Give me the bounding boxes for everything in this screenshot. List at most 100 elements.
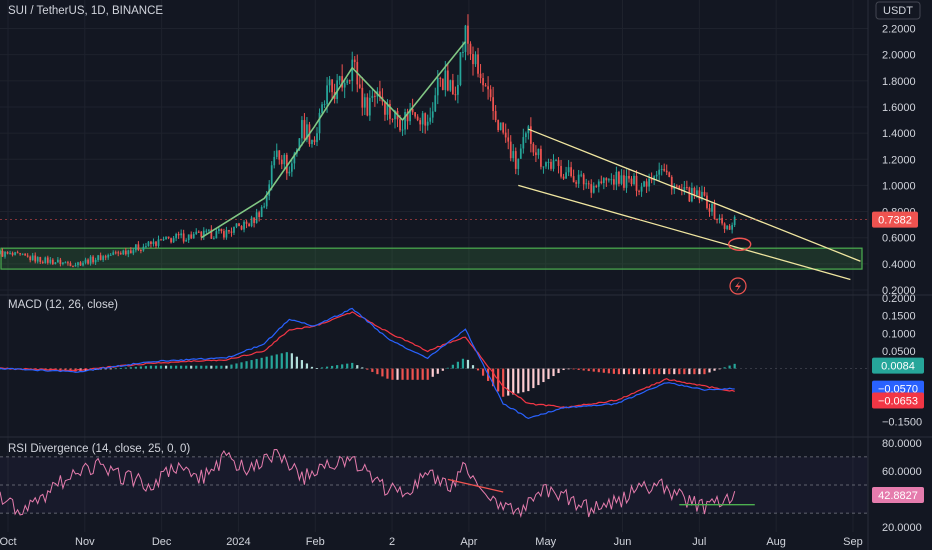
candle-body (180, 233, 183, 236)
candle-body (235, 223, 238, 227)
candle-body (270, 165, 273, 185)
candle-body (494, 111, 497, 121)
candle-body (273, 156, 276, 166)
highlight-circle[interactable] (727, 237, 752, 251)
candle-body (660, 168, 663, 170)
candle-body (718, 217, 721, 220)
candle-body (663, 168, 666, 171)
support-zone-box[interactable] (0, 247, 863, 270)
candle-body (210, 229, 213, 239)
macd-histogram-bar (371, 368, 374, 372)
rsi-axis-tick: 20.0000 (882, 522, 922, 534)
candle-body (220, 228, 223, 232)
macd-histogram-bar (617, 368, 621, 375)
macd-histogram-bar (119, 367, 122, 369)
macd-histogram-bar (713, 368, 716, 371)
macd-histogram-bar (688, 368, 691, 375)
macd-histogram-bar (426, 368, 429, 380)
currency-button[interactable]: USDT (875, 1, 921, 20)
candle-body (439, 77, 442, 79)
candle-body (708, 208, 711, 212)
candle-body (389, 103, 391, 119)
candle-body (353, 59, 356, 63)
candle-body (200, 231, 203, 237)
candle-body (67, 262, 69, 264)
candle-body (298, 138, 301, 150)
candle-body (150, 241, 152, 244)
macd-title: MACD (12, 26, close) (8, 299, 118, 311)
candle-body (723, 223, 726, 229)
macd-axis-tick: 0.0500 (882, 346, 916, 358)
candle-body (444, 70, 447, 90)
macd-histogram-bar (562, 368, 565, 371)
currency-button-label[interactable]: USDT (883, 5, 913, 17)
candle-body (6, 251, 9, 254)
macd-histogram-bar (230, 364, 233, 369)
trend-curve[interactable] (200, 41, 467, 239)
candle-body (192, 234, 195, 239)
candle-body (499, 122, 502, 131)
candle-body (472, 54, 474, 65)
candle-body (326, 85, 328, 104)
candle-body (92, 256, 94, 263)
macd-signal-value-label: −0.0653 (878, 396, 918, 408)
candle-body (623, 175, 625, 188)
candle-body (565, 172, 567, 179)
candle-body (487, 86, 489, 90)
candle-body (429, 117, 432, 122)
macd-histogram-bar (381, 368, 384, 377)
candle-body (731, 225, 734, 230)
rsi-axis[interactable]: 80.0000 60.0000 20.0000 42.8827 (872, 438, 924, 534)
macd-histogram-bar (275, 354, 278, 369)
time-axis-label: Oct (0, 536, 17, 548)
candle-body (721, 217, 723, 224)
candle-body (698, 190, 701, 200)
candle-body (678, 186, 681, 190)
price-axis-tick: 0.2000 (882, 285, 916, 297)
macd-histogram-bar (441, 368, 444, 371)
candle-body (142, 246, 145, 251)
price-axis[interactable]: 2.2000 2.0000 1.8000 1.6000 1.4000 1.2000 1.00… (872, 24, 918, 297)
candle-body (258, 212, 261, 217)
candle-body (265, 195, 268, 207)
candle-body (535, 152, 537, 156)
macd-histogram-bar (144, 366, 148, 369)
candle-body (177, 233, 180, 236)
candle-body (464, 25, 467, 52)
macd-axis-tick: 0.1000 (882, 328, 916, 340)
wedge-upper-trendline[interactable] (528, 128, 861, 262)
macd-histogram-bar (577, 368, 580, 370)
candle-body (625, 175, 628, 188)
candle-body (580, 174, 583, 176)
time-axis-label: Jul (692, 536, 706, 548)
macd-histogram-bar (391, 368, 394, 380)
macd-histogram-bar (728, 365, 731, 369)
macd-histogram-bar (180, 365, 183, 369)
candle-body (467, 25, 469, 44)
candle-body (255, 212, 258, 223)
candle-body (570, 167, 572, 177)
time-axis[interactable]: Oct Nov Dec 2024 Feb 2 Apr May Jun Jul Aug Sep (0, 536, 863, 548)
macd-histogram-bar (270, 355, 273, 369)
macd-axis[interactable]: 0.2000 0.1500 0.1000 0.0500 −0.1500 0.0084 −0.… (872, 293, 924, 428)
candle-body (318, 112, 321, 134)
candle-body (127, 250, 130, 255)
rsi-divergence-line[interactable] (447, 478, 504, 493)
macd-histogram-bar (109, 368, 112, 370)
candle-body (414, 112, 417, 117)
candle-body (114, 252, 117, 254)
candle-body (685, 186, 688, 188)
candle-body (205, 230, 208, 232)
macd-histogram-bar (416, 368, 419, 380)
candle-body (4, 251, 6, 257)
candle-body (628, 175, 630, 179)
macd-histogram-bar (134, 366, 137, 369)
candle-body (630, 178, 633, 185)
macd-histogram-bar (607, 368, 610, 374)
candle-body (670, 176, 673, 190)
wedge-lower-trendline[interactable] (518, 184, 851, 281)
lightning-icon[interactable] (729, 277, 747, 295)
time-axis-label: Dec (152, 536, 172, 548)
candle-body (693, 188, 696, 195)
candle-body (225, 229, 228, 238)
